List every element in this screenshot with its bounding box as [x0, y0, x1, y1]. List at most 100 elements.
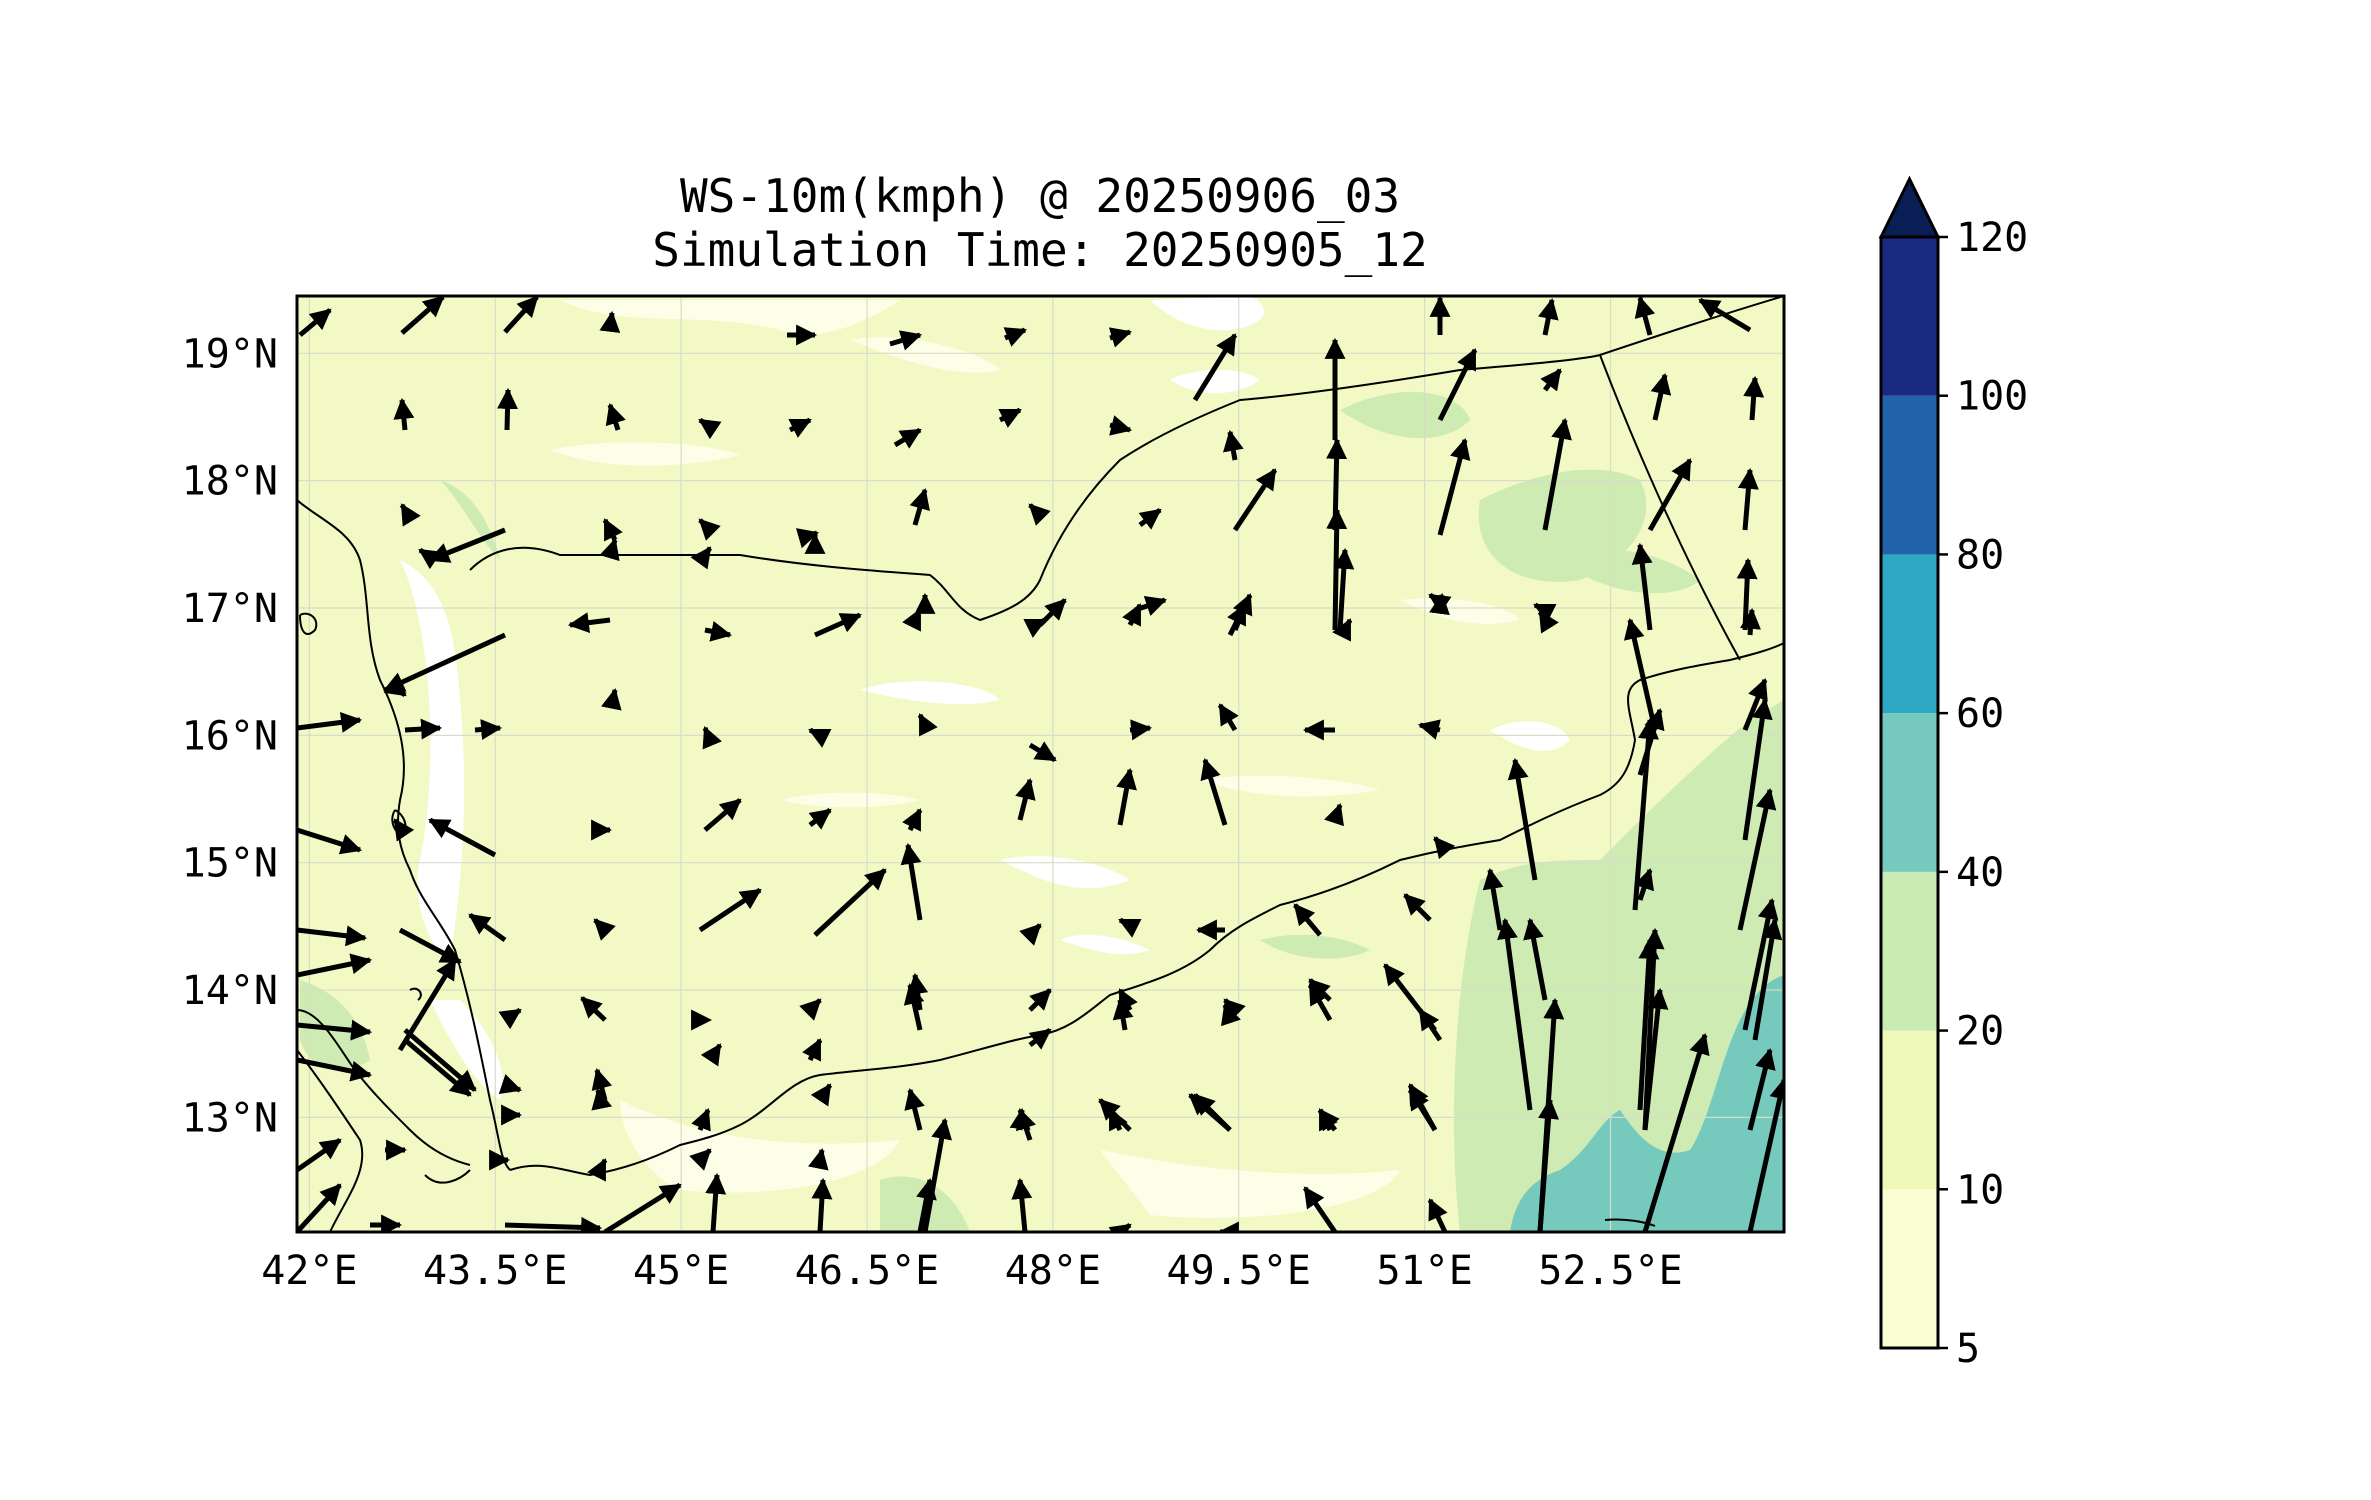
- y-tick-label: 17°N: [182, 586, 278, 632]
- colorbar-tick-label: 60: [1956, 691, 2004, 737]
- wind-arrow: [1317, 1108, 1338, 1132]
- wind-arrow: [811, 1177, 833, 1232]
- wind-arrow: [1108, 327, 1133, 348]
- wind-arrow: [503, 296, 539, 334]
- wind-arrow: [1227, 603, 1248, 637]
- wind-arrow: [1129, 719, 1153, 741]
- wind-arrow: [705, 1172, 727, 1232]
- wind-arrow: [1324, 803, 1344, 827]
- wind-arrow: [703, 798, 742, 832]
- colorbar: 5 10 20 40 60 80 100 120: [1878, 175, 2028, 1372]
- wind-arrow: [297, 1137, 342, 1173]
- wind-vectors: [297, 296, 1784, 1232]
- wind-arrow: [1417, 1008, 1443, 1042]
- colorbar-tick-label: 80: [1956, 532, 2004, 578]
- wind-arrow: [1417, 719, 1441, 740]
- x-tick-label: 42°E: [261, 1248, 357, 1294]
- plot-title-line2: Simulation Time: 20250905_12: [652, 223, 1427, 277]
- wind-arrow: [1232, 468, 1278, 532]
- wind-arrow: [702, 726, 722, 750]
- x-tick-label: 48°E: [1005, 1248, 1101, 1294]
- wind-arrow: [297, 1057, 373, 1082]
- y-tick-label: 19°N: [182, 331, 278, 377]
- wind-arrow: [802, 1038, 823, 1062]
- wind-arrow: [1217, 703, 1239, 732]
- wind-arrow: [298, 308, 332, 337]
- x-tick-label: 46.5°E: [795, 1248, 940, 1294]
- wind-arrow: [1038, 598, 1067, 627]
- wind-arrow: [580, 996, 607, 1022]
- colorbar-frame: [1879, 235, 1940, 1350]
- wind-arrow: [1109, 415, 1133, 436]
- wind-arrow: [1333, 547, 1355, 631]
- wind-arrow: [1003, 327, 1027, 347]
- wind-arrow: [1009, 1107, 1031, 1131]
- y-axis: 19°N 18°N 17°N 16°N 15°N 14°N 13°N: [182, 331, 278, 1141]
- wind-arrow: [690, 546, 713, 570]
- wind-arrow: [1192, 333, 1238, 402]
- wind-arrow: [1537, 297, 1559, 336]
- wind-arrow: [1193, 1093, 1232, 1132]
- wind-arrow: [1427, 1198, 1448, 1232]
- wind-arrow: [599, 310, 621, 333]
- wind-arrow: [1740, 607, 1761, 636]
- wind-arrow: [1028, 988, 1052, 1012]
- wind-arrow: [1437, 348, 1478, 422]
- colorbar-segment: [1881, 395, 1938, 555]
- wind-arrow: [1307, 983, 1333, 1022]
- wind-arrow: [807, 1147, 829, 1171]
- wind-arrow: [698, 417, 722, 440]
- wind-arrow: [1028, 503, 1051, 526]
- colorbar-tick-label: 100: [1956, 374, 2028, 420]
- x-axis: 42°E 43.5°E 45°E 46.5°E 48°E 49.5°E 51°E 52.5°E: [261, 1248, 1683, 1294]
- wind-arrow: [399, 503, 421, 527]
- wind-arrow: [504, 1216, 603, 1232]
- wind-arrow: [1647, 458, 1693, 532]
- wind-arrow: [998, 407, 1022, 428]
- wind-arrow: [1011, 1177, 1033, 1232]
- wind-arrow: [1028, 741, 1057, 763]
- colorbar-segment: [1881, 871, 1938, 1031]
- wind-arrow: [1293, 903, 1322, 937]
- wind-arrow: [1533, 602, 1557, 623]
- wind-arrow: [1634, 868, 1654, 901]
- wind-arrow: [808, 808, 832, 830]
- wind-arrow: [297, 1183, 342, 1232]
- map-frame: [295, 294, 1786, 1234]
- wind-arrow: [813, 868, 887, 937]
- wind-arrow: [587, 1158, 608, 1182]
- wind-arrow: [497, 387, 519, 431]
- wind-arrow: [795, 528, 820, 549]
- wind-arrow: [1107, 1108, 1128, 1132]
- wind-arrow: [1497, 917, 1533, 1111]
- colorbar-extend-triangle: [1878, 175, 1941, 239]
- wind-arrow: [889, 330, 923, 351]
- colorbar-tick-label: 20: [1956, 1009, 2004, 1055]
- wind-arrow: [916, 1177, 937, 1232]
- wind-arrow: [1523, 917, 1548, 1001]
- y-tick-label: 14°N: [182, 968, 278, 1014]
- colorbar-tick-label: 10: [1956, 1167, 2004, 1213]
- wind-arrow: [297, 953, 373, 978]
- wind-arrow: [1122, 603, 1143, 627]
- wind-arrow: [1403, 893, 1432, 922]
- wind-arrow: [813, 612, 862, 638]
- wind-arrow: [1542, 417, 1572, 531]
- colorbar-segment: [1881, 554, 1938, 714]
- wind-arrow: [1631, 542, 1653, 631]
- wind-arrow: [1736, 557, 1758, 631]
- wind-arrow: [428, 817, 497, 858]
- wind-arrow: [1332, 618, 1353, 642]
- wind-arrow: [591, 1087, 613, 1111]
- plot-title-line1: WS-10m(kmph) @ 20250906_03: [680, 169, 1400, 223]
- wind-arrow: [922, 1117, 953, 1232]
- wind-arrow: [1507, 757, 1538, 881]
- wind-arrow: [1742, 697, 1773, 841]
- wind-arrow: [1752, 917, 1783, 1041]
- wind-arrow: [297, 827, 363, 855]
- coastlines-and-borders: [297, 296, 1784, 1232]
- wind-arrow: [1698, 297, 1752, 333]
- wind-arrow: [398, 927, 462, 965]
- colorbar-tick-label: 40: [1956, 850, 2004, 896]
- wind-arrow: [567, 612, 611, 634]
